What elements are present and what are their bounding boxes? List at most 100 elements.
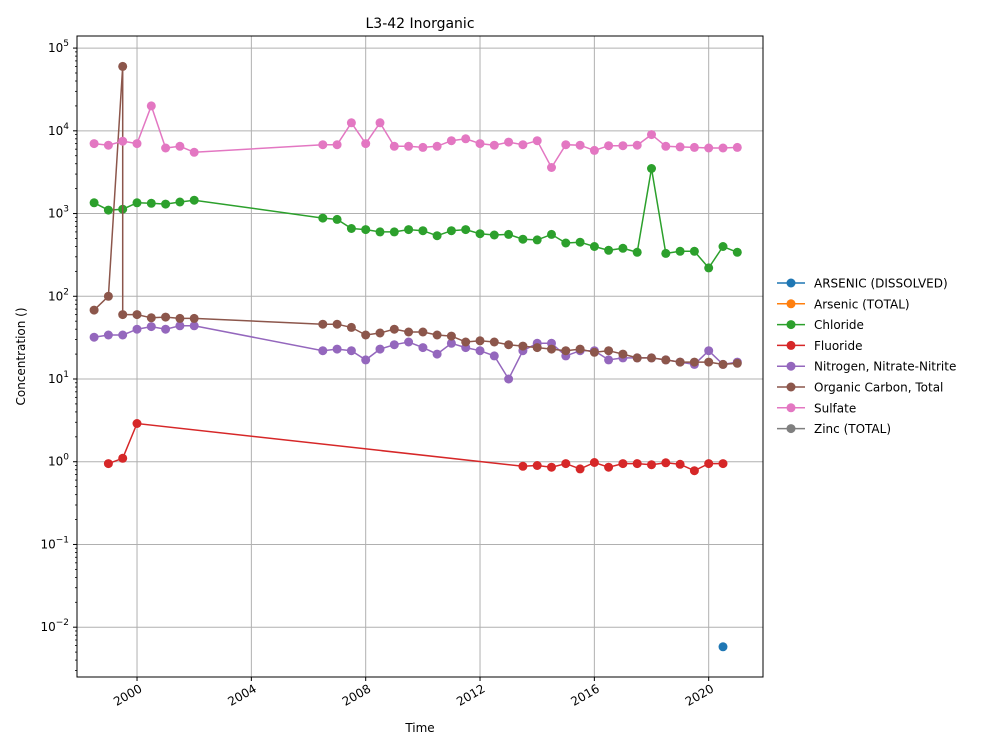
data-point <box>618 243 628 253</box>
y-tick-label: 103 <box>48 205 69 221</box>
data-point <box>461 134 471 144</box>
series-arsenic-dissolved- <box>718 642 728 652</box>
data-point <box>561 459 571 469</box>
data-point <box>689 357 699 367</box>
data-point <box>103 205 113 215</box>
data-point <box>175 321 185 331</box>
data-point <box>547 462 556 472</box>
data-point <box>461 225 471 235</box>
legend-marker <box>786 340 796 350</box>
data-point <box>161 324 171 334</box>
data-point <box>575 464 585 474</box>
data-point <box>732 358 742 368</box>
data-point <box>375 344 385 354</box>
data-point <box>647 460 656 470</box>
data-point <box>489 337 499 347</box>
data-point <box>675 459 685 469</box>
data-point <box>175 141 185 151</box>
data-point <box>518 341 528 351</box>
data-point <box>718 459 728 469</box>
legend-marker <box>786 382 796 392</box>
data-point <box>704 346 714 356</box>
legend-item: Fluoride <box>777 339 862 353</box>
data-point <box>732 247 742 257</box>
data-point <box>146 101 156 111</box>
data-point <box>346 322 356 332</box>
data-point <box>118 330 128 340</box>
data-point <box>575 237 585 247</box>
y-tick-label: 105 <box>48 39 69 55</box>
data-point <box>689 142 699 152</box>
data-point <box>647 130 656 140</box>
legend-marker <box>786 299 796 309</box>
series-sulfate <box>89 101 742 172</box>
legend-item: ARSENIC (DISSOLVED) <box>777 277 948 291</box>
data-point <box>446 136 456 146</box>
chart-title: L3-42 Inorganic <box>365 16 474 32</box>
series-chloride <box>89 164 742 273</box>
data-point <box>418 142 428 152</box>
data-point <box>418 343 428 353</box>
data-point <box>332 140 342 150</box>
data-point <box>661 355 671 365</box>
data-point <box>189 147 199 157</box>
data-point <box>418 226 428 236</box>
legend-label: Nitrogen, Nitrate-Nitrite <box>814 360 956 374</box>
data-point <box>647 353 656 363</box>
legend: ARSENIC (DISSOLVED) Arsenic (TOTAL) Chlori… <box>777 277 956 436</box>
legend-label: Organic Carbon, Total <box>814 381 943 395</box>
data-point <box>118 453 128 463</box>
x-axis-label: Time <box>404 721 434 735</box>
data-point <box>361 330 371 340</box>
data-point <box>547 163 556 172</box>
data-point <box>346 346 356 356</box>
data-point <box>532 235 542 245</box>
data-point <box>604 245 614 255</box>
data-point <box>375 328 385 338</box>
legend-label: Arsenic (TOTAL) <box>814 297 910 311</box>
data-point <box>146 322 156 332</box>
data-point <box>446 331 456 341</box>
data-point <box>332 344 342 354</box>
data-point <box>475 346 485 356</box>
legend-item: Arsenic (TOTAL) <box>777 297 910 311</box>
data-point <box>375 118 385 128</box>
data-point <box>146 313 156 323</box>
data-point <box>318 319 328 329</box>
data-point <box>504 374 514 384</box>
data-point <box>89 198 99 208</box>
data-point <box>446 338 456 348</box>
data-point <box>475 336 485 346</box>
y-tick-label: 10−1 <box>40 535 69 551</box>
data-point <box>189 313 199 323</box>
data-point <box>89 139 99 149</box>
y-tick-label: 102 <box>48 287 69 303</box>
y-axis-label: Concentration () <box>14 307 28 405</box>
data-point <box>561 140 571 150</box>
data-point <box>361 139 371 149</box>
legend-marker <box>786 403 796 413</box>
data-point <box>718 242 728 251</box>
data-point <box>489 140 499 150</box>
data-point <box>175 197 185 207</box>
data-point <box>318 140 328 150</box>
data-point <box>704 459 714 469</box>
data-point <box>532 136 542 146</box>
legend-label: ARSENIC (DISSOLVED) <box>814 277 948 291</box>
data-point <box>661 458 671 468</box>
data-point <box>389 141 399 151</box>
data-point <box>432 349 442 359</box>
data-point <box>604 346 614 356</box>
data-point <box>189 195 199 205</box>
data-point <box>489 230 499 240</box>
data-point <box>118 136 128 146</box>
data-point <box>647 164 656 173</box>
data-point <box>132 324 142 334</box>
series-organic-carbon-total <box>89 61 742 369</box>
data-point <box>132 139 142 149</box>
data-point <box>404 225 414 235</box>
data-point <box>161 143 171 153</box>
data-point <box>561 238 571 248</box>
legend-marker <box>786 320 796 330</box>
data-point <box>418 327 428 337</box>
